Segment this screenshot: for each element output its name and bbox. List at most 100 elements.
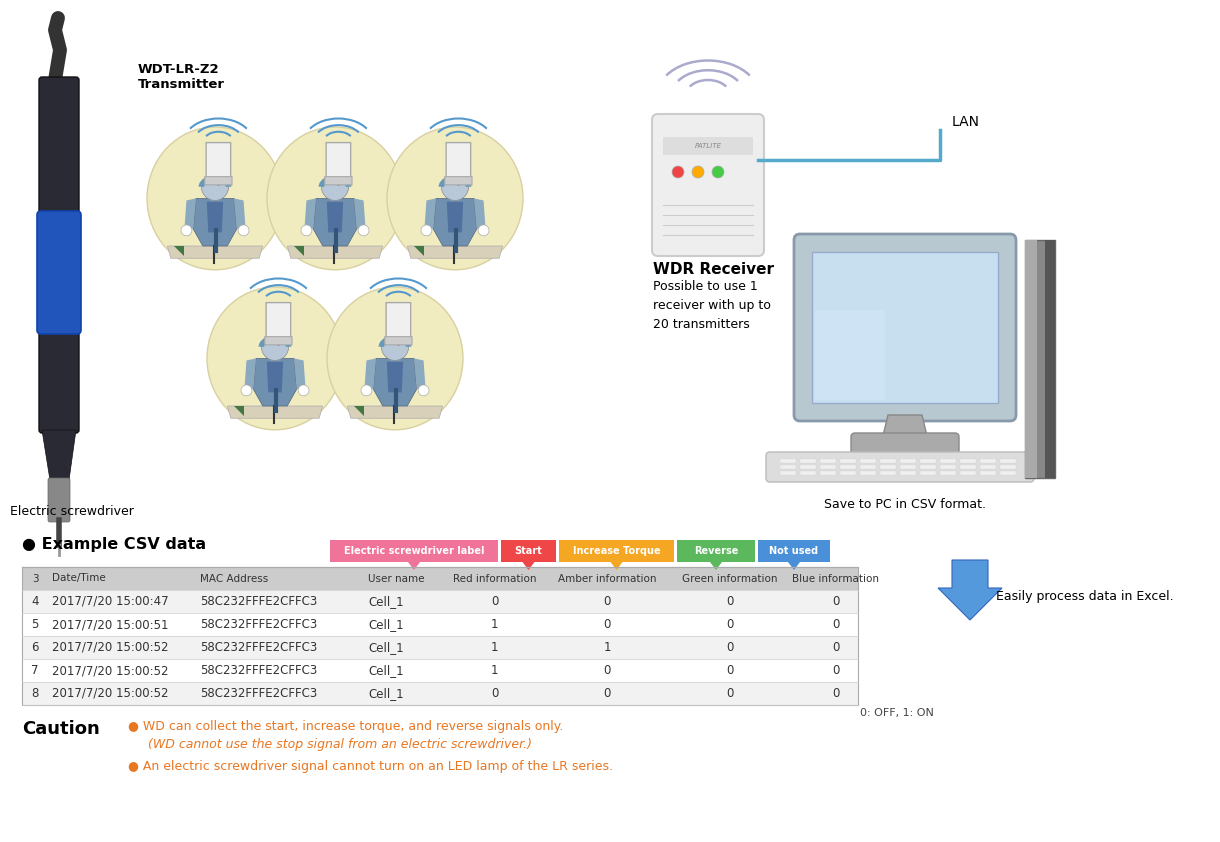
FancyBboxPatch shape <box>939 471 956 475</box>
Text: 0: 0 <box>726 618 733 631</box>
FancyBboxPatch shape <box>800 471 816 475</box>
Text: 2017/7/20 15:00:52: 2017/7/20 15:00:52 <box>52 664 168 677</box>
Polygon shape <box>348 406 443 418</box>
FancyBboxPatch shape <box>326 142 350 180</box>
FancyBboxPatch shape <box>820 471 836 475</box>
Polygon shape <box>207 202 223 232</box>
Text: Electric screwdriver label: Electric screwdriver label <box>344 546 484 556</box>
Polygon shape <box>407 562 420 570</box>
FancyBboxPatch shape <box>939 459 956 463</box>
Text: 58C232FFFE2CFFC3: 58C232FFFE2CFFC3 <box>200 618 317 631</box>
FancyBboxPatch shape <box>980 459 996 463</box>
Circle shape <box>261 333 289 360</box>
FancyBboxPatch shape <box>794 234 1016 421</box>
FancyBboxPatch shape <box>841 459 856 463</box>
FancyBboxPatch shape <box>39 77 79 433</box>
FancyBboxPatch shape <box>960 459 976 463</box>
Text: 0: 0 <box>490 687 498 700</box>
Circle shape <box>321 173 349 200</box>
FancyBboxPatch shape <box>265 337 292 345</box>
FancyBboxPatch shape <box>22 567 858 590</box>
Text: Increase Torque: Increase Torque <box>572 546 660 556</box>
FancyBboxPatch shape <box>22 613 858 636</box>
Ellipse shape <box>387 127 523 269</box>
Text: 1: 1 <box>490 618 498 631</box>
FancyBboxPatch shape <box>780 471 795 475</box>
Text: 0: OFF, 1: ON: 0: OFF, 1: ON <box>860 708 933 718</box>
Polygon shape <box>414 359 426 389</box>
FancyBboxPatch shape <box>920 471 936 475</box>
Text: ● An electric screwdriver signal cannot turn on an LED lamp of the LR series.: ● An electric screwdriver signal cannot … <box>128 760 612 773</box>
FancyBboxPatch shape <box>390 347 399 360</box>
FancyBboxPatch shape <box>900 471 916 475</box>
FancyBboxPatch shape <box>860 465 876 469</box>
FancyBboxPatch shape <box>48 478 70 522</box>
Text: Not used: Not used <box>770 546 819 556</box>
Text: 0: 0 <box>832 664 839 677</box>
Text: Date/Time: Date/Time <box>52 573 106 584</box>
Text: 2017/7/20 15:00:47: 2017/7/20 15:00:47 <box>52 595 168 608</box>
Circle shape <box>238 225 249 236</box>
FancyBboxPatch shape <box>325 177 353 185</box>
Polygon shape <box>938 560 1002 620</box>
Text: Caution: Caution <box>22 720 100 738</box>
Text: Blue information: Blue information <box>793 573 880 584</box>
Text: 2017/7/20 15:00:51: 2017/7/20 15:00:51 <box>52 618 168 631</box>
Text: Amber information: Amber information <box>558 573 656 584</box>
Circle shape <box>712 166 723 178</box>
Text: Cell_1: Cell_1 <box>368 618 404 631</box>
Polygon shape <box>294 246 305 256</box>
Text: 7: 7 <box>32 664 39 677</box>
Text: 6: 6 <box>32 641 39 654</box>
FancyBboxPatch shape <box>880 465 895 469</box>
FancyBboxPatch shape <box>780 465 795 469</box>
Circle shape <box>298 385 309 396</box>
FancyBboxPatch shape <box>800 465 816 469</box>
Polygon shape <box>354 199 366 229</box>
Circle shape <box>181 225 192 236</box>
Text: 0: 0 <box>726 687 733 700</box>
FancyBboxPatch shape <box>815 310 884 400</box>
Text: Green information: Green information <box>682 573 777 584</box>
Text: 0: 0 <box>604 664 611 677</box>
FancyBboxPatch shape <box>451 187 459 200</box>
FancyBboxPatch shape <box>820 465 836 469</box>
FancyBboxPatch shape <box>271 347 279 360</box>
Text: 0: 0 <box>604 687 611 700</box>
Text: Reverse: Reverse <box>694 546 738 556</box>
Text: Red information: Red information <box>453 573 537 584</box>
Circle shape <box>359 225 368 236</box>
Polygon shape <box>234 406 244 416</box>
FancyBboxPatch shape <box>880 459 895 463</box>
Polygon shape <box>174 246 184 256</box>
Text: 0: 0 <box>604 618 611 631</box>
FancyBboxPatch shape <box>329 540 498 562</box>
Polygon shape <box>522 562 534 570</box>
Ellipse shape <box>267 127 403 269</box>
Circle shape <box>442 173 468 200</box>
Text: LAN: LAN <box>952 115 980 129</box>
Text: Easily process data in Excel.: Easily process data in Excel. <box>997 590 1174 603</box>
Circle shape <box>361 385 372 396</box>
Text: 0: 0 <box>832 618 839 631</box>
Text: Electric screwdriver: Electric screwdriver <box>10 505 134 518</box>
FancyBboxPatch shape <box>677 540 755 562</box>
FancyBboxPatch shape <box>920 459 936 463</box>
Text: 1: 1 <box>603 641 611 654</box>
FancyBboxPatch shape <box>860 471 876 475</box>
FancyBboxPatch shape <box>860 459 876 463</box>
FancyBboxPatch shape <box>841 471 856 475</box>
Polygon shape <box>365 359 376 389</box>
Text: Cell_1: Cell_1 <box>368 641 404 654</box>
Text: User name: User name <box>368 573 425 584</box>
FancyBboxPatch shape <box>22 636 858 659</box>
FancyBboxPatch shape <box>384 337 412 345</box>
Text: Cell_1: Cell_1 <box>368 664 404 677</box>
Text: (WD cannot use the stop signal from an electric screwdriver.): (WD cannot use the stop signal from an e… <box>148 738 532 751</box>
Polygon shape <box>41 430 76 480</box>
Text: Cell_1: Cell_1 <box>368 595 404 608</box>
FancyBboxPatch shape <box>939 465 956 469</box>
Text: 0: 0 <box>726 664 733 677</box>
Text: 58C232FFFE2CFFC3: 58C232FFFE2CFFC3 <box>200 687 317 700</box>
FancyBboxPatch shape <box>501 540 556 562</box>
